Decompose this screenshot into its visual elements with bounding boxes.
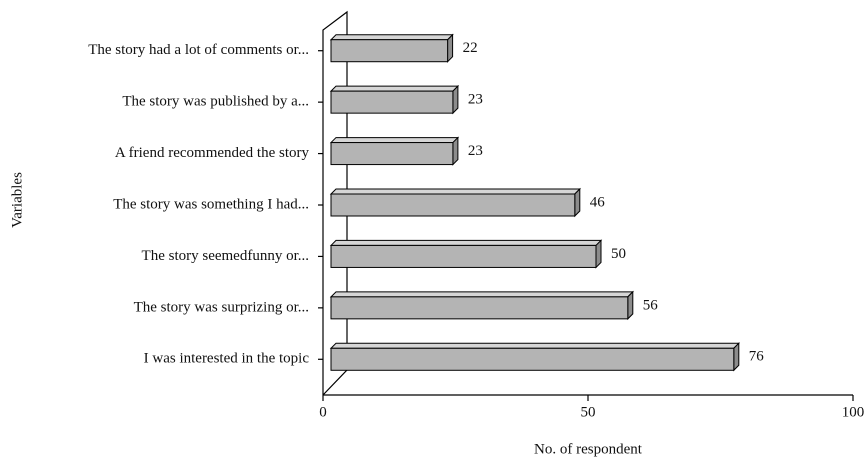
bar (329, 84, 460, 115)
bar-side (733, 342, 740, 372)
bar-front (330, 244, 597, 268)
y-tick-label: I was interested in the topic (144, 351, 310, 367)
bar-front (330, 296, 629, 320)
bar-top (329, 34, 454, 41)
bar (329, 239, 603, 269)
value-label: 46 (590, 194, 606, 210)
y-tick-label: The story was published by a... (122, 94, 309, 110)
y-tick-label: A friend recommended the story (115, 145, 310, 161)
bar-side (595, 239, 602, 269)
bar-top (329, 85, 460, 92)
x-tick-label: 100 (842, 404, 865, 420)
value-label: 23 (468, 143, 483, 159)
value-label: 50 (611, 246, 626, 262)
bar-side (452, 136, 459, 166)
bar-side (574, 187, 581, 218)
value-label: 56 (643, 297, 659, 313)
y-tick-label: The story seemedfunny or... (142, 248, 309, 264)
x-axis-label: No. of respondent (534, 441, 643, 457)
bar-front (330, 39, 449, 63)
bar-front (330, 90, 454, 114)
bar-side (447, 33, 454, 63)
bar-top (329, 239, 603, 246)
y-axis-label: Variables (9, 172, 25, 228)
y-tick-label: The story was something I had... (113, 196, 309, 212)
axis-wall (322, 10, 348, 396)
bar (329, 187, 582, 218)
bar-top (329, 342, 741, 349)
bar (329, 136, 460, 166)
y-tick-label: The story had a lot of comments or... (88, 42, 309, 58)
bar (329, 342, 741, 372)
bar-top (329, 137, 460, 144)
bar-top (329, 291, 635, 298)
value-label: 22 (463, 40, 478, 56)
bar-side (452, 84, 459, 115)
y-tick-label: The story was surprizing or... (134, 299, 309, 315)
bar-side (627, 290, 634, 321)
bar-front (330, 193, 576, 217)
value-label: 23 (468, 92, 483, 108)
bar-front (330, 347, 735, 371)
bar-top (329, 188, 582, 195)
bar (329, 33, 454, 63)
value-label: 76 (749, 349, 765, 365)
x-tick-label: 50 (581, 404, 596, 420)
bar-front (330, 142, 454, 166)
bar (329, 290, 635, 321)
x-tick-label: 0 (319, 404, 327, 420)
